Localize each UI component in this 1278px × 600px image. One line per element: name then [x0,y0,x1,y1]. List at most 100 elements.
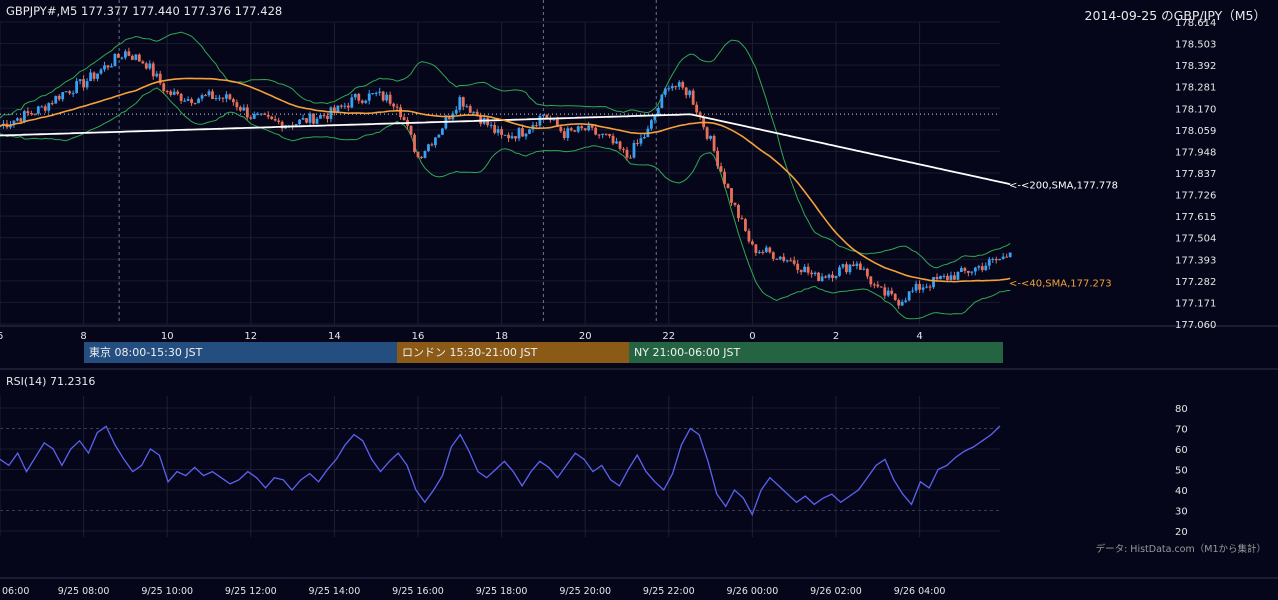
candle-body [350,97,354,108]
candle-body [392,103,396,107]
candle-body [36,106,40,114]
candle-body [158,73,162,84]
candle-body [987,259,991,266]
candle-body [22,111,26,122]
candle-body [615,141,618,144]
candle-body [813,272,817,275]
candle-body [305,118,308,123]
candle-body [744,219,747,231]
candle-body [336,105,340,113]
candle-body [256,113,260,115]
candle-body [423,151,427,158]
candle-body [764,247,768,253]
candle-body [19,118,23,122]
candle-body [643,137,646,139]
price-x-tick: 14 [328,331,341,342]
candle-body [200,95,204,99]
candle-body [966,270,970,273]
candle-body [925,286,928,288]
candle-body [479,115,483,124]
rsi-line [0,425,1001,517]
symbol-ohlc-label: GBPJPY#,M5 177.377 177.440 177.376 177.4… [6,4,283,18]
candle-body [517,128,521,139]
candle-body [430,144,434,146]
candle-body [16,118,19,121]
candle-body [137,54,141,62]
price-y-tick: 177.171 [1175,298,1216,309]
candle-body [326,115,329,119]
candle-body [552,119,556,121]
candle-body [110,66,113,68]
candle-body [221,97,225,99]
candle-body [486,118,490,126]
rsi-x-tick: 9/25 16:00 [392,586,444,597]
candle-body [92,72,96,79]
candle-body [569,128,573,131]
rsi-x-tick: 9/25 22:00 [643,586,695,597]
candle-body [388,94,392,104]
candle-body [980,266,984,271]
chart-title: 2014-09-25 のGBP/JPY（M5） [1084,8,1266,23]
candle-body [287,125,291,127]
candle-body [858,263,862,270]
price-x-tick: 18 [495,331,508,342]
candle-body [510,136,514,139]
candle-body [817,272,820,281]
candle-body [106,65,110,68]
candle-body [545,114,549,119]
price-x-tick: 4 [916,331,922,342]
candle-body [580,126,584,129]
candle-body [378,91,382,93]
candle-body [371,93,375,95]
price-x-tick: 12 [244,331,257,342]
candle-body [211,91,214,99]
candle-body [120,57,124,59]
candle-body [162,83,166,91]
candle-body [932,276,935,288]
candle-body [942,275,946,277]
candle-body [935,276,939,280]
candle-body [747,230,751,242]
price-y-tick: 178.170 [1175,104,1216,115]
candle-body [127,51,131,56]
candle-body [357,93,361,101]
candle-body [719,166,723,172]
candle-body [360,100,364,103]
candle-body [381,91,385,101]
candle-body [343,105,347,107]
candle-body [409,125,413,135]
candle-body [963,268,967,271]
candle-body [542,114,545,116]
candle-body [514,136,517,139]
candle-body [949,275,953,280]
candle-body [496,129,500,133]
candle-body [921,287,925,290]
candle-body [535,125,538,127]
candle-body [834,275,838,278]
candle-body [656,107,660,116]
candle-body [970,271,974,273]
candle-body [914,283,918,291]
candle-body [740,218,744,220]
rsi-x-tick: 9/25 10:00 [141,586,193,597]
candle-body [883,287,887,296]
candle-body [622,148,625,150]
price-y-tick: 177.060 [1175,320,1216,331]
candle-body [684,87,688,96]
candle-body [461,97,465,107]
candle-body [40,106,44,108]
rsi-y-tick: 20 [1175,527,1188,538]
candle-body [918,283,921,290]
candle-body [322,115,326,117]
candle-body [608,134,611,136]
candle-body [1008,252,1012,258]
candle-body [75,81,79,94]
candle-body [771,252,775,259]
price-x-tick: 0 [749,331,755,342]
candle-body [629,157,632,159]
candle-body [876,284,880,287]
candle-body [99,69,103,74]
candle-body [778,256,782,260]
rsi-title: RSI(14) 71.2316 [6,375,96,388]
candle-body [183,100,187,102]
